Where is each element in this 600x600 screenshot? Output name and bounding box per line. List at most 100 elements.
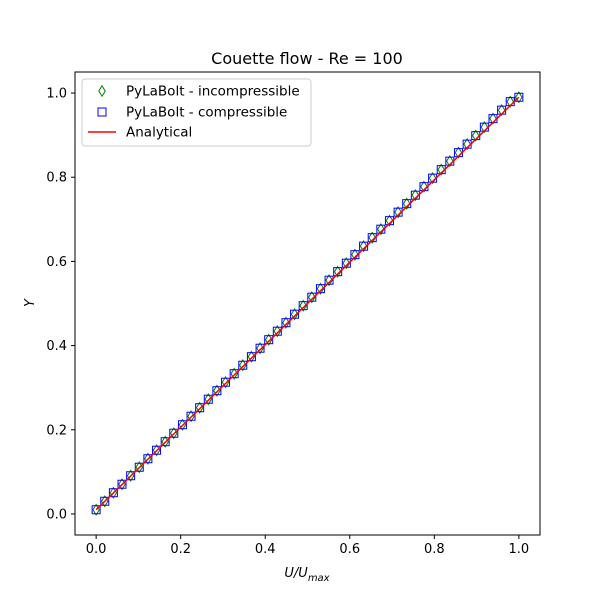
compressible-point — [100, 496, 110, 506]
compressible-point — [195, 403, 205, 413]
axes-frame — [74, 71, 541, 536]
compressible-point — [177, 420, 187, 430]
legend-marker-incompressible — [98, 84, 106, 98]
compressible-point — [186, 411, 196, 421]
legend-label: PyLaBolt - incompressible — [126, 84, 300, 100]
compressible-point — [212, 386, 222, 396]
chart-title: Couette flow - Re = 100 — [211, 49, 403, 68]
incompressible-point — [385, 214, 394, 227]
x-tick-label: 0.0 — [86, 542, 107, 557]
incompressible-point — [256, 342, 264, 355]
incompressible-point — [489, 112, 497, 125]
legend-label: PyLaBolt - compressible — [126, 105, 287, 121]
incompressible-point — [497, 103, 506, 117]
x-axis-label-main: U/U — [284, 566, 308, 581]
x-axis-ticks: 0.0 0.2 0.4 0.6 0.8 1.0 — [86, 535, 529, 557]
compressible-point — [91, 505, 101, 515]
y-tick-label: 0.8 — [46, 171, 67, 186]
incompressible-point — [247, 350, 256, 363]
legend-box — [81, 78, 312, 147]
compressible-point — [134, 462, 144, 472]
incompressible-point — [299, 299, 307, 312]
y-tick-label: 0.4 — [46, 339, 67, 354]
compressible-point — [384, 216, 394, 226]
incompressible-point — [282, 316, 290, 329]
incompressible-point — [238, 359, 247, 372]
incompressible-point — [506, 95, 515, 108]
incompressible-point — [454, 146, 463, 159]
incompressible-point — [264, 333, 273, 346]
incompressible-point — [480, 120, 489, 134]
compressible-point — [152, 445, 162, 455]
compressible-point — [290, 309, 300, 319]
y-axis-ticks: 0.0 0.2 0.4 0.6 0.8 1.0 — [46, 87, 75, 522]
compressible-point — [143, 454, 153, 464]
legend-label: Analytical — [126, 125, 192, 141]
compressible-point — [281, 318, 291, 328]
compressible-point — [117, 479, 127, 489]
compressible-point — [229, 369, 239, 379]
incompressible-point — [402, 197, 411, 210]
compressible-point — [169, 428, 179, 438]
incompressible-point — [446, 154, 454, 168]
incompressible-point — [368, 231, 377, 244]
incompressible-point — [273, 325, 282, 338]
incompressible-point — [428, 171, 437, 185]
incompressible-point — [463, 137, 471, 151]
compressible-point — [298, 301, 308, 311]
compressible-point — [255, 343, 265, 353]
y-tick-label: 1.0 — [46, 87, 67, 102]
compressible-point — [221, 377, 231, 387]
incompressible-point — [359, 240, 368, 253]
compressible-point — [238, 360, 248, 370]
incompressible-point — [394, 206, 402, 219]
compressible-point — [333, 267, 343, 277]
compressible-point — [315, 284, 325, 294]
compressible-point — [341, 258, 351, 268]
series-layer — [91, 91, 524, 516]
incompressible-point — [333, 265, 342, 278]
compressible-point — [160, 437, 170, 447]
compressible-point — [367, 233, 377, 243]
compressible-point — [246, 352, 256, 362]
legend-marker-compressible — [97, 107, 107, 117]
incompressible-point — [437, 163, 445, 176]
incompressible-point — [290, 308, 299, 321]
compressible-point — [272, 326, 282, 336]
compressible-point — [359, 241, 369, 251]
x-tick-label: 1.0 — [509, 542, 530, 557]
compressible-point — [324, 275, 334, 285]
legend: PyLaBolt - incompressible PyLaBolt - comp… — [81, 78, 312, 147]
x-axis-label-subscript: max — [308, 573, 330, 584]
incompressible-point — [411, 189, 420, 202]
compressible-point — [307, 292, 317, 302]
series-incompressible — [92, 91, 523, 516]
y-tick-label: 0.2 — [46, 423, 67, 438]
y-axis-label: Y — [23, 298, 38, 307]
y-tick-label: 0.6 — [46, 255, 67, 270]
compressible-point — [350, 250, 360, 260]
x-axis-label: U/Umax — [284, 566, 329, 584]
incompressible-point — [471, 129, 480, 142]
incompressible-point — [377, 223, 385, 236]
incompressible-point — [325, 274, 333, 287]
x-tick-label: 0.2 — [170, 542, 191, 557]
compressible-point — [108, 488, 118, 498]
incompressible-point — [351, 248, 359, 261]
compressible-point — [376, 224, 386, 234]
compressible-point — [203, 394, 213, 404]
x-tick-label: 0.4 — [255, 542, 276, 557]
incompressible-point — [308, 291, 316, 304]
analytical-line — [95, 96, 520, 511]
incompressible-point — [515, 91, 523, 104]
y-tick-label: 0.0 — [46, 507, 67, 522]
incompressible-point — [420, 180, 428, 193]
x-tick-label: 0.6 — [339, 542, 360, 557]
compressible-point — [264, 335, 274, 345]
plot-area: 0.0 0.2 0.4 0.6 0.8 1.0 0.0 0.2 0.4 0.6 0.8 1.0 — [46, 71, 541, 557]
legend-items: PyLaBolt - incompressible PyLaBolt - comp… — [88, 84, 300, 141]
compressible-point — [126, 471, 136, 481]
compressible-point — [514, 92, 524, 102]
incompressible-point — [342, 257, 351, 270]
